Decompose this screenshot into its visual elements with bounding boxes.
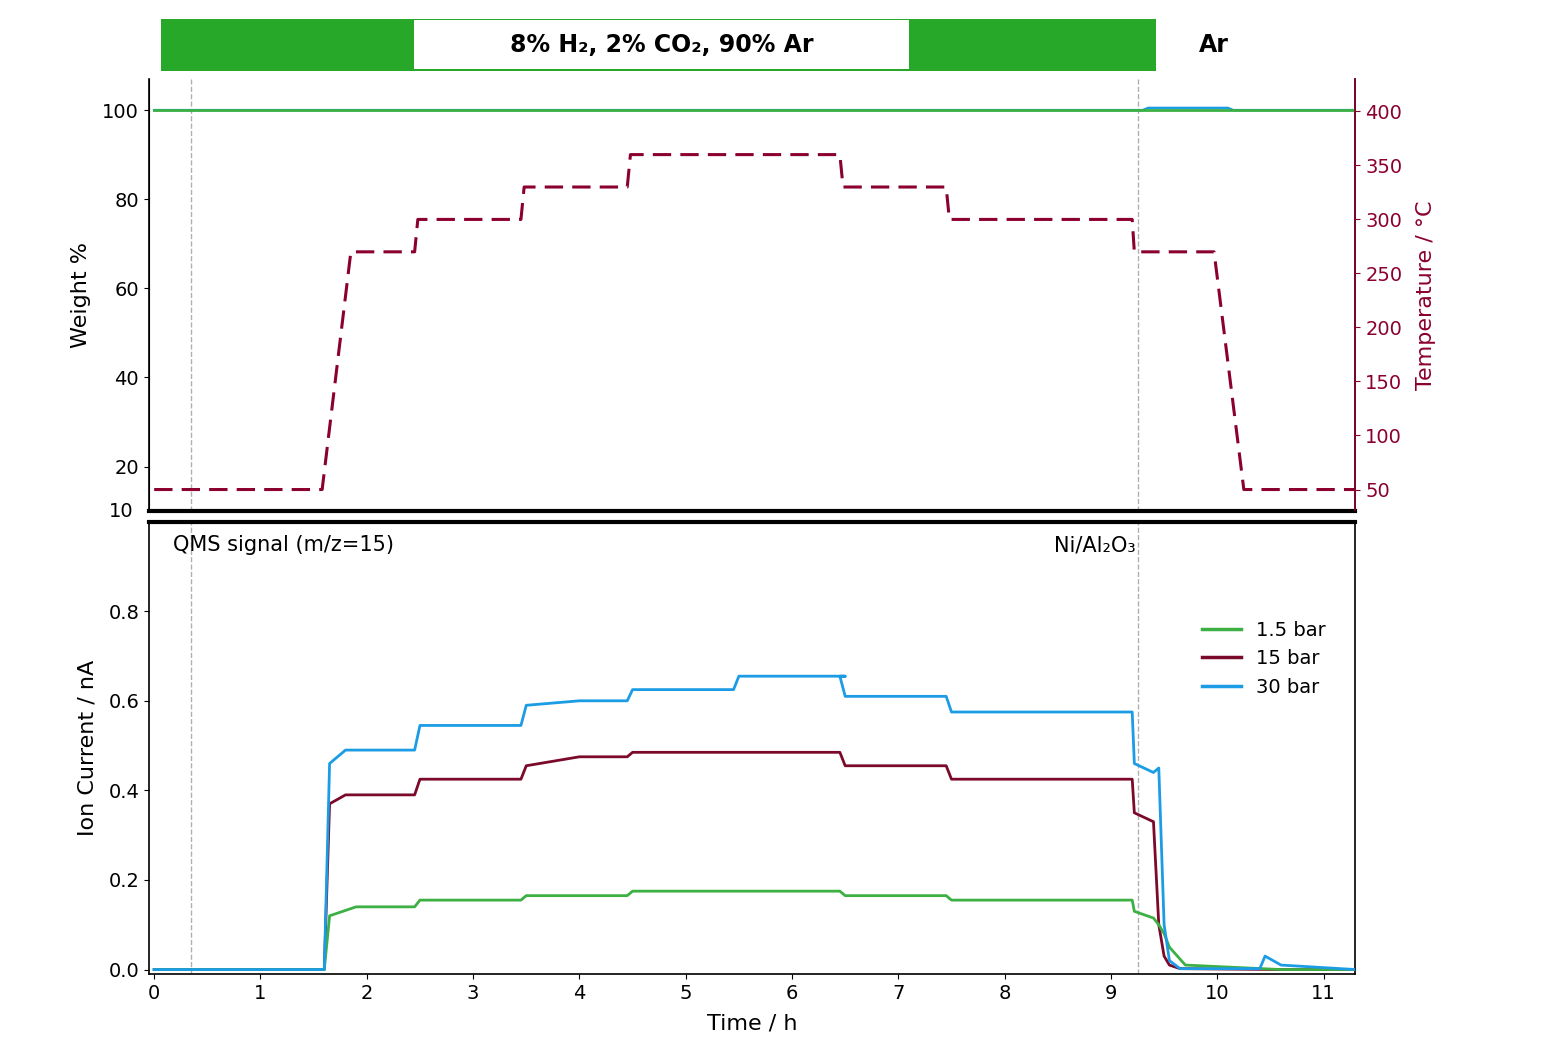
Y-axis label: Weight %: Weight % bbox=[71, 242, 91, 349]
Text: Ar: Ar bbox=[1199, 33, 1229, 57]
Text: QMS signal (m/z=15): QMS signal (m/z=15) bbox=[172, 535, 393, 555]
Y-axis label: Temperature / °C: Temperature / °C bbox=[1417, 200, 1437, 390]
Bar bbox=[1185, 20, 1244, 69]
Text: 8% H₂, 2% CO₂, 90% Ar: 8% H₂, 2% CO₂, 90% Ar bbox=[509, 33, 813, 57]
X-axis label: Time / h: Time / h bbox=[707, 1014, 798, 1034]
Text: 10: 10 bbox=[108, 501, 133, 520]
Legend: 1.5 bar, 15 bar, 30 bar: 1.5 bar, 15 bar, 30 bar bbox=[1194, 613, 1334, 704]
Y-axis label: Ion Current / nA: Ion Current / nA bbox=[77, 660, 97, 836]
Text: Ni/Al₂O₃: Ni/Al₂O₃ bbox=[1053, 535, 1136, 555]
Bar bbox=[414, 20, 909, 69]
Bar bbox=[161, 19, 1156, 71]
